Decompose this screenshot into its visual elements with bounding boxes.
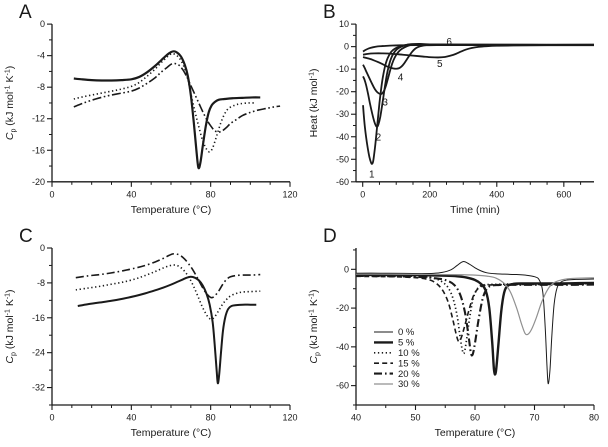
panel-a: A 0 40 80 120 0 -4 -8 -12 -16 -20 Temperature (°C)… <box>0 0 304 224</box>
y-tick-label: 10 <box>339 19 349 29</box>
legend-item-label: 0 % <box>398 327 415 338</box>
x-tick-label: 60 <box>470 413 480 423</box>
series-5 <box>362 44 595 59</box>
curve-number-label: 4 <box>398 73 404 84</box>
y-tick-label: -16 <box>32 313 45 323</box>
x-axis-label: Temperature (°C) <box>131 427 212 439</box>
panel-c-label: C <box>19 226 34 247</box>
x-tick-label: 200 <box>422 189 437 199</box>
y-tick-label: -40 <box>336 132 349 142</box>
x-tick-label: 120 <box>282 413 297 423</box>
x-tick-label: 40 <box>126 189 136 199</box>
legend-item-label: 15 % <box>398 358 420 369</box>
y-tick-label: 0 <box>344 264 349 274</box>
x-tick-label: 400 <box>489 189 504 199</box>
y-tick-label: -10 <box>336 64 349 74</box>
x-tick-label: 0 <box>49 413 54 423</box>
y-axis-label: Cp (kJ mol-1 K-1) <box>308 289 322 363</box>
x-axis-label: Time (min) <box>450 204 500 216</box>
panel-d: D 40 50 60 70 80 0 -20 -40 -60 Temperature (°C) Cp… <box>304 224 608 447</box>
series-20% <box>355 274 595 357</box>
x-tick-label: 80 <box>206 189 216 199</box>
legend: 0 %5 %10 %15 %20 %30 % <box>374 327 420 390</box>
series-curve-solid <box>77 275 257 385</box>
y-tick-label: -20 <box>336 87 349 97</box>
series-curve-dotted <box>75 264 261 320</box>
panel-c: C 0 40 80 120 0 -8 -16 -24 -32 Temperature (°C) Cp… <box>0 224 304 447</box>
y-tick-label: -50 <box>336 154 349 164</box>
series-2 <box>362 43 595 128</box>
series-curve-dotted <box>73 52 257 153</box>
x-tick-label: 80 <box>589 413 599 423</box>
y-tick-label: 0 <box>344 42 349 52</box>
curve-number-label: 2 <box>376 132 382 143</box>
x-tick-label: 0 <box>49 189 54 199</box>
chart-b: 0 200 400 600 10 0 -10 -20 -30 -40 -50 -60 Time (min… <box>308 19 595 216</box>
series-30% <box>355 273 595 336</box>
series-6 <box>362 43 594 53</box>
chart-a: 0 40 80 120 0 -4 -8 -12 -16 -20 Temperature (°C) Cp… <box>4 19 297 216</box>
chart-d: 40 50 60 70 80 0 -20 -40 -60 Temperature (°C) Cp (… <box>308 248 599 439</box>
y-tick-label: -8 <box>37 82 45 92</box>
panel-b-label: B <box>323 2 337 23</box>
curve-number-label: 1 <box>369 169 375 180</box>
x-tick-label: 40 <box>126 413 136 423</box>
x-axis-label: Temperature (°C) <box>435 427 516 439</box>
x-tick-label: 80 <box>206 413 216 423</box>
panel-a-label: A <box>19 2 33 23</box>
y-tick-label: -40 <box>336 342 349 352</box>
legend-item-label: 20 % <box>398 369 420 380</box>
panel-d-label: D <box>323 226 338 247</box>
curve-number-label: 5 <box>437 59 443 70</box>
x-tick-label: 50 <box>410 413 420 423</box>
y-tick-label: -24 <box>32 348 45 358</box>
series-5% <box>355 273 595 376</box>
y-tick-label: -32 <box>32 383 45 393</box>
y-tick-label: -8 <box>37 278 45 288</box>
panel-b: B 0 200 400 600 10 0 -10 -20 -30 -40 -50 -60 Time (m… <box>304 0 608 224</box>
x-tick-label: 600 <box>556 189 571 199</box>
curve-number-label: 6 <box>446 37 452 48</box>
y-axis-label: Heat (kJ mol-1) <box>308 68 320 137</box>
series-15% <box>355 275 595 343</box>
y-tick-label: -12 <box>32 114 45 124</box>
y-tick-label: 0 <box>40 19 45 29</box>
y-tick-label: -60 <box>336 177 349 187</box>
y-tick-label: 0 <box>40 243 45 253</box>
legend-item-label: 30 % <box>398 379 420 390</box>
y-tick-label: -60 <box>336 381 349 391</box>
y-axis-label: Cp (kJ mol-1 K-1) <box>4 66 17 140</box>
y-tick-label: -4 <box>37 51 45 61</box>
series-curve-dash-dot <box>75 252 261 299</box>
series-0% <box>355 261 595 385</box>
y-tick-label: -30 <box>336 109 349 119</box>
x-tick-label: 70 <box>529 413 539 423</box>
x-tick-label: 0 <box>360 189 365 199</box>
legend-item-label: 5 % <box>398 338 415 349</box>
curve-number-label: 3 <box>382 97 388 108</box>
chart-c: 0 40 80 120 0 -8 -16 -24 -32 Temperature (°C) Cp (… <box>4 243 298 439</box>
x-tick-label: 40 <box>351 413 361 423</box>
series-1 <box>362 43 594 165</box>
series-curve-dash-dot-dot <box>73 62 281 133</box>
y-tick-label: -20 <box>32 177 45 187</box>
y-axis-label: Cp (kJ mol-1 K-1) <box>4 289 18 363</box>
x-tick-label: 120 <box>282 189 297 199</box>
y-tick-label: -20 <box>336 303 349 313</box>
x-axis-label: Temperature (°C) <box>131 204 212 216</box>
y-tick-label: -16 <box>32 145 45 155</box>
legend-item-label: 10 % <box>398 348 420 359</box>
series-curve-solid <box>73 50 261 170</box>
